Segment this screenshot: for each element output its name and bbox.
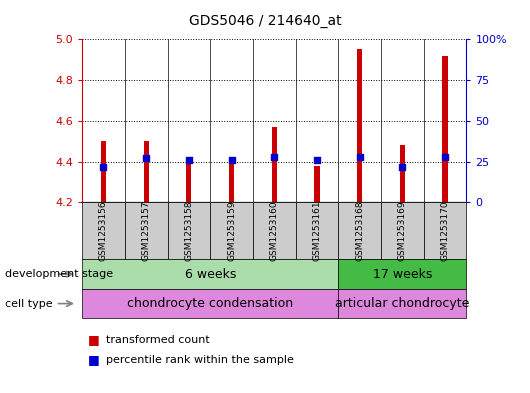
Bar	[272, 127, 277, 202]
Bar	[443, 55, 448, 202]
Point	[441, 154, 449, 160]
Text: GDS5046 / 214640_at: GDS5046 / 214640_at	[189, 14, 341, 28]
Point	[99, 163, 108, 170]
Bar	[314, 166, 320, 202]
Bar	[400, 145, 405, 202]
Text: GSM1253161: GSM1253161	[313, 200, 322, 261]
Point	[142, 155, 151, 162]
Point	[227, 157, 236, 163]
Text: ■: ■	[87, 333, 99, 347]
Text: chondrocyte condensation: chondrocyte condensation	[127, 297, 293, 310]
Point	[184, 157, 193, 163]
Text: 17 weeks: 17 weeks	[373, 268, 432, 281]
Text: 6 weeks: 6 weeks	[184, 268, 236, 281]
Text: GSM1253157: GSM1253157	[142, 200, 151, 261]
Point	[356, 154, 364, 160]
Point	[398, 163, 407, 170]
Text: cell type: cell type	[5, 299, 53, 309]
Text: percentile rank within the sample: percentile rank within the sample	[106, 354, 294, 365]
Text: GSM1253159: GSM1253159	[227, 200, 236, 261]
Text: GSM1253160: GSM1253160	[270, 200, 279, 261]
Text: development stage: development stage	[5, 269, 113, 279]
Text: articular chondrocyte: articular chondrocyte	[335, 297, 470, 310]
Text: transformed count: transformed count	[106, 335, 210, 345]
Text: GSM1253170: GSM1253170	[440, 200, 449, 261]
Bar	[187, 160, 191, 202]
Bar	[101, 141, 106, 202]
Point	[270, 154, 279, 160]
Bar	[229, 160, 234, 202]
Text: GSM1253156: GSM1253156	[99, 200, 108, 261]
Text: GSM1253158: GSM1253158	[184, 200, 193, 261]
Text: GSM1253169: GSM1253169	[398, 200, 407, 261]
Text: ■: ■	[87, 353, 99, 366]
Bar	[357, 50, 362, 202]
Text: GSM1253168: GSM1253168	[355, 200, 364, 261]
Point	[313, 157, 321, 163]
Bar	[144, 141, 149, 202]
